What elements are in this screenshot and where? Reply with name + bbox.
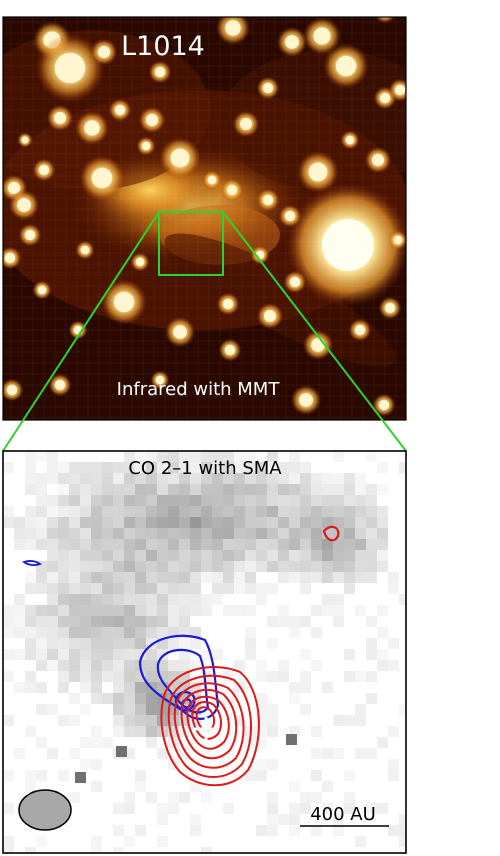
red-contours bbox=[160, 525, 340, 787]
infrared-caption: Infrared with MMT bbox=[117, 379, 281, 400]
zoom-line-left bbox=[2, 211, 160, 452]
infrared-image bbox=[3, 17, 406, 420]
sma-greyscale-image bbox=[3, 451, 406, 853]
infrared-panel: L1014 Infrared with MMT bbox=[2, 16, 407, 421]
zoom-line-right bbox=[222, 211, 407, 452]
zoom-indicator bbox=[2, 211, 407, 452]
infrared-title: L1014 bbox=[121, 31, 205, 62]
protostar-marker bbox=[194, 717, 218, 741]
zoom-box bbox=[158, 211, 224, 276]
sma-title: CO 2–1 with SMA bbox=[128, 458, 282, 479]
scale-bar-label: 400 AU bbox=[310, 804, 376, 825]
beam-ellipse bbox=[18, 789, 72, 831]
sma-panel: 400 AU CO 2–1 with SMA bbox=[2, 450, 407, 854]
